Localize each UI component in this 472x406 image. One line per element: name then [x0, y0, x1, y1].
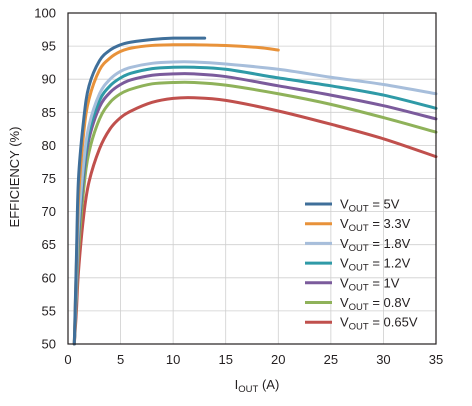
y-tick-label: 60 [42, 270, 56, 285]
y-tick-label: 90 [42, 72, 56, 87]
x-axis-title-unit: (A) [258, 377, 279, 392]
legend-label: VOUT = 1V [340, 275, 400, 293]
legend-label: VOUT = 3.3V [340, 216, 411, 234]
y-tick-label: 55 [42, 303, 56, 318]
legend-item: VOUT = 0.8V [305, 295, 411, 313]
series-lines [72, 36, 438, 346]
legend-label: VOUT = 5V [340, 197, 400, 215]
x-tick-label: 0 [64, 352, 71, 367]
tick-labels: 0 5 10 15 20 25 30 35 50 55 60 65 70 75 80 85 90 95 100 [34, 6, 443, 368]
y-tick-label: 100 [34, 6, 56, 21]
legend-label: VOUT = 0.65V [340, 315, 418, 333]
legend-label: VOUT = 1.2V [340, 256, 411, 274]
x-axis-title-main: I [235, 377, 239, 392]
y-tick-label: 70 [42, 204, 56, 219]
y-tick-label: 75 [42, 171, 56, 186]
series-line-vout-1-8v [72, 60, 438, 346]
y-axis-title: EFFICIENCY (%) [7, 127, 22, 228]
legend-item: VOUT = 5V [305, 197, 400, 215]
series-line-vout-5v [72, 36, 207, 346]
legend-item: VOUT = 3.3V [305, 216, 411, 234]
legend-item: VOUT = 1V [305, 275, 400, 293]
x-tick-label: 25 [324, 352, 338, 367]
plot-frame [67, 12, 437, 345]
y-tick-label: 95 [42, 39, 56, 54]
legend-item: VOUT = 0.65V [305, 315, 418, 333]
x-tick-label: 15 [218, 352, 232, 367]
series-line-vout-0-65v [72, 96, 438, 346]
y-tick-label: 50 [42, 337, 56, 352]
x-tick-label: 20 [271, 352, 285, 367]
legend-item: VOUT = 1.8V [305, 236, 411, 254]
x-tick-label: 35 [429, 352, 443, 367]
x-tick-label: 30 [376, 352, 390, 367]
y-tick-label: 65 [42, 237, 56, 252]
legend-label: VOUT = 1.8V [340, 236, 411, 254]
y-tick-label: 80 [42, 138, 56, 153]
x-tick-label: 10 [166, 352, 180, 367]
x-axis-title-sub: OUT [238, 384, 258, 395]
legend-item: VOUT = 1.2V [305, 256, 411, 274]
y-tick-label: 85 [42, 105, 56, 120]
x-tick-label: 5 [117, 352, 124, 367]
x-axis-title: IOUT (A) [235, 377, 280, 395]
legend-label: VOUT = 0.8V [340, 295, 411, 313]
